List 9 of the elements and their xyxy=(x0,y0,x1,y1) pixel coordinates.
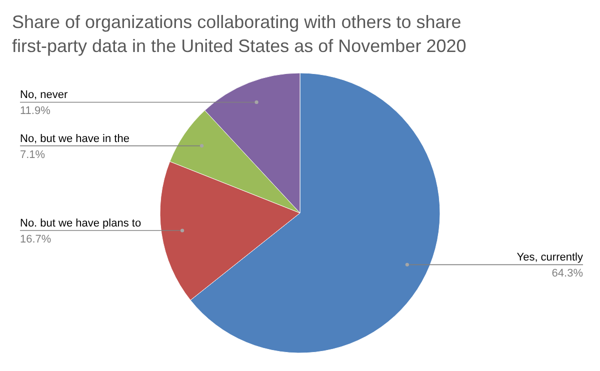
data-label: 11.9% xyxy=(20,105,51,118)
chart-title: Share of organizations collaborating with others to share first-party data in the United States as of November 2020 xyxy=(12,12,466,56)
slice-label: No, never xyxy=(20,89,68,102)
slice-label: Yes, currently xyxy=(516,252,584,264)
data-label: 16.7% xyxy=(20,234,52,246)
slice-label: No, but we have in the xyxy=(20,132,130,145)
data-label: 7.1% xyxy=(20,148,46,161)
slice-label: No. but we have plans to xyxy=(20,218,142,230)
data-label: 64.3% xyxy=(552,268,584,280)
